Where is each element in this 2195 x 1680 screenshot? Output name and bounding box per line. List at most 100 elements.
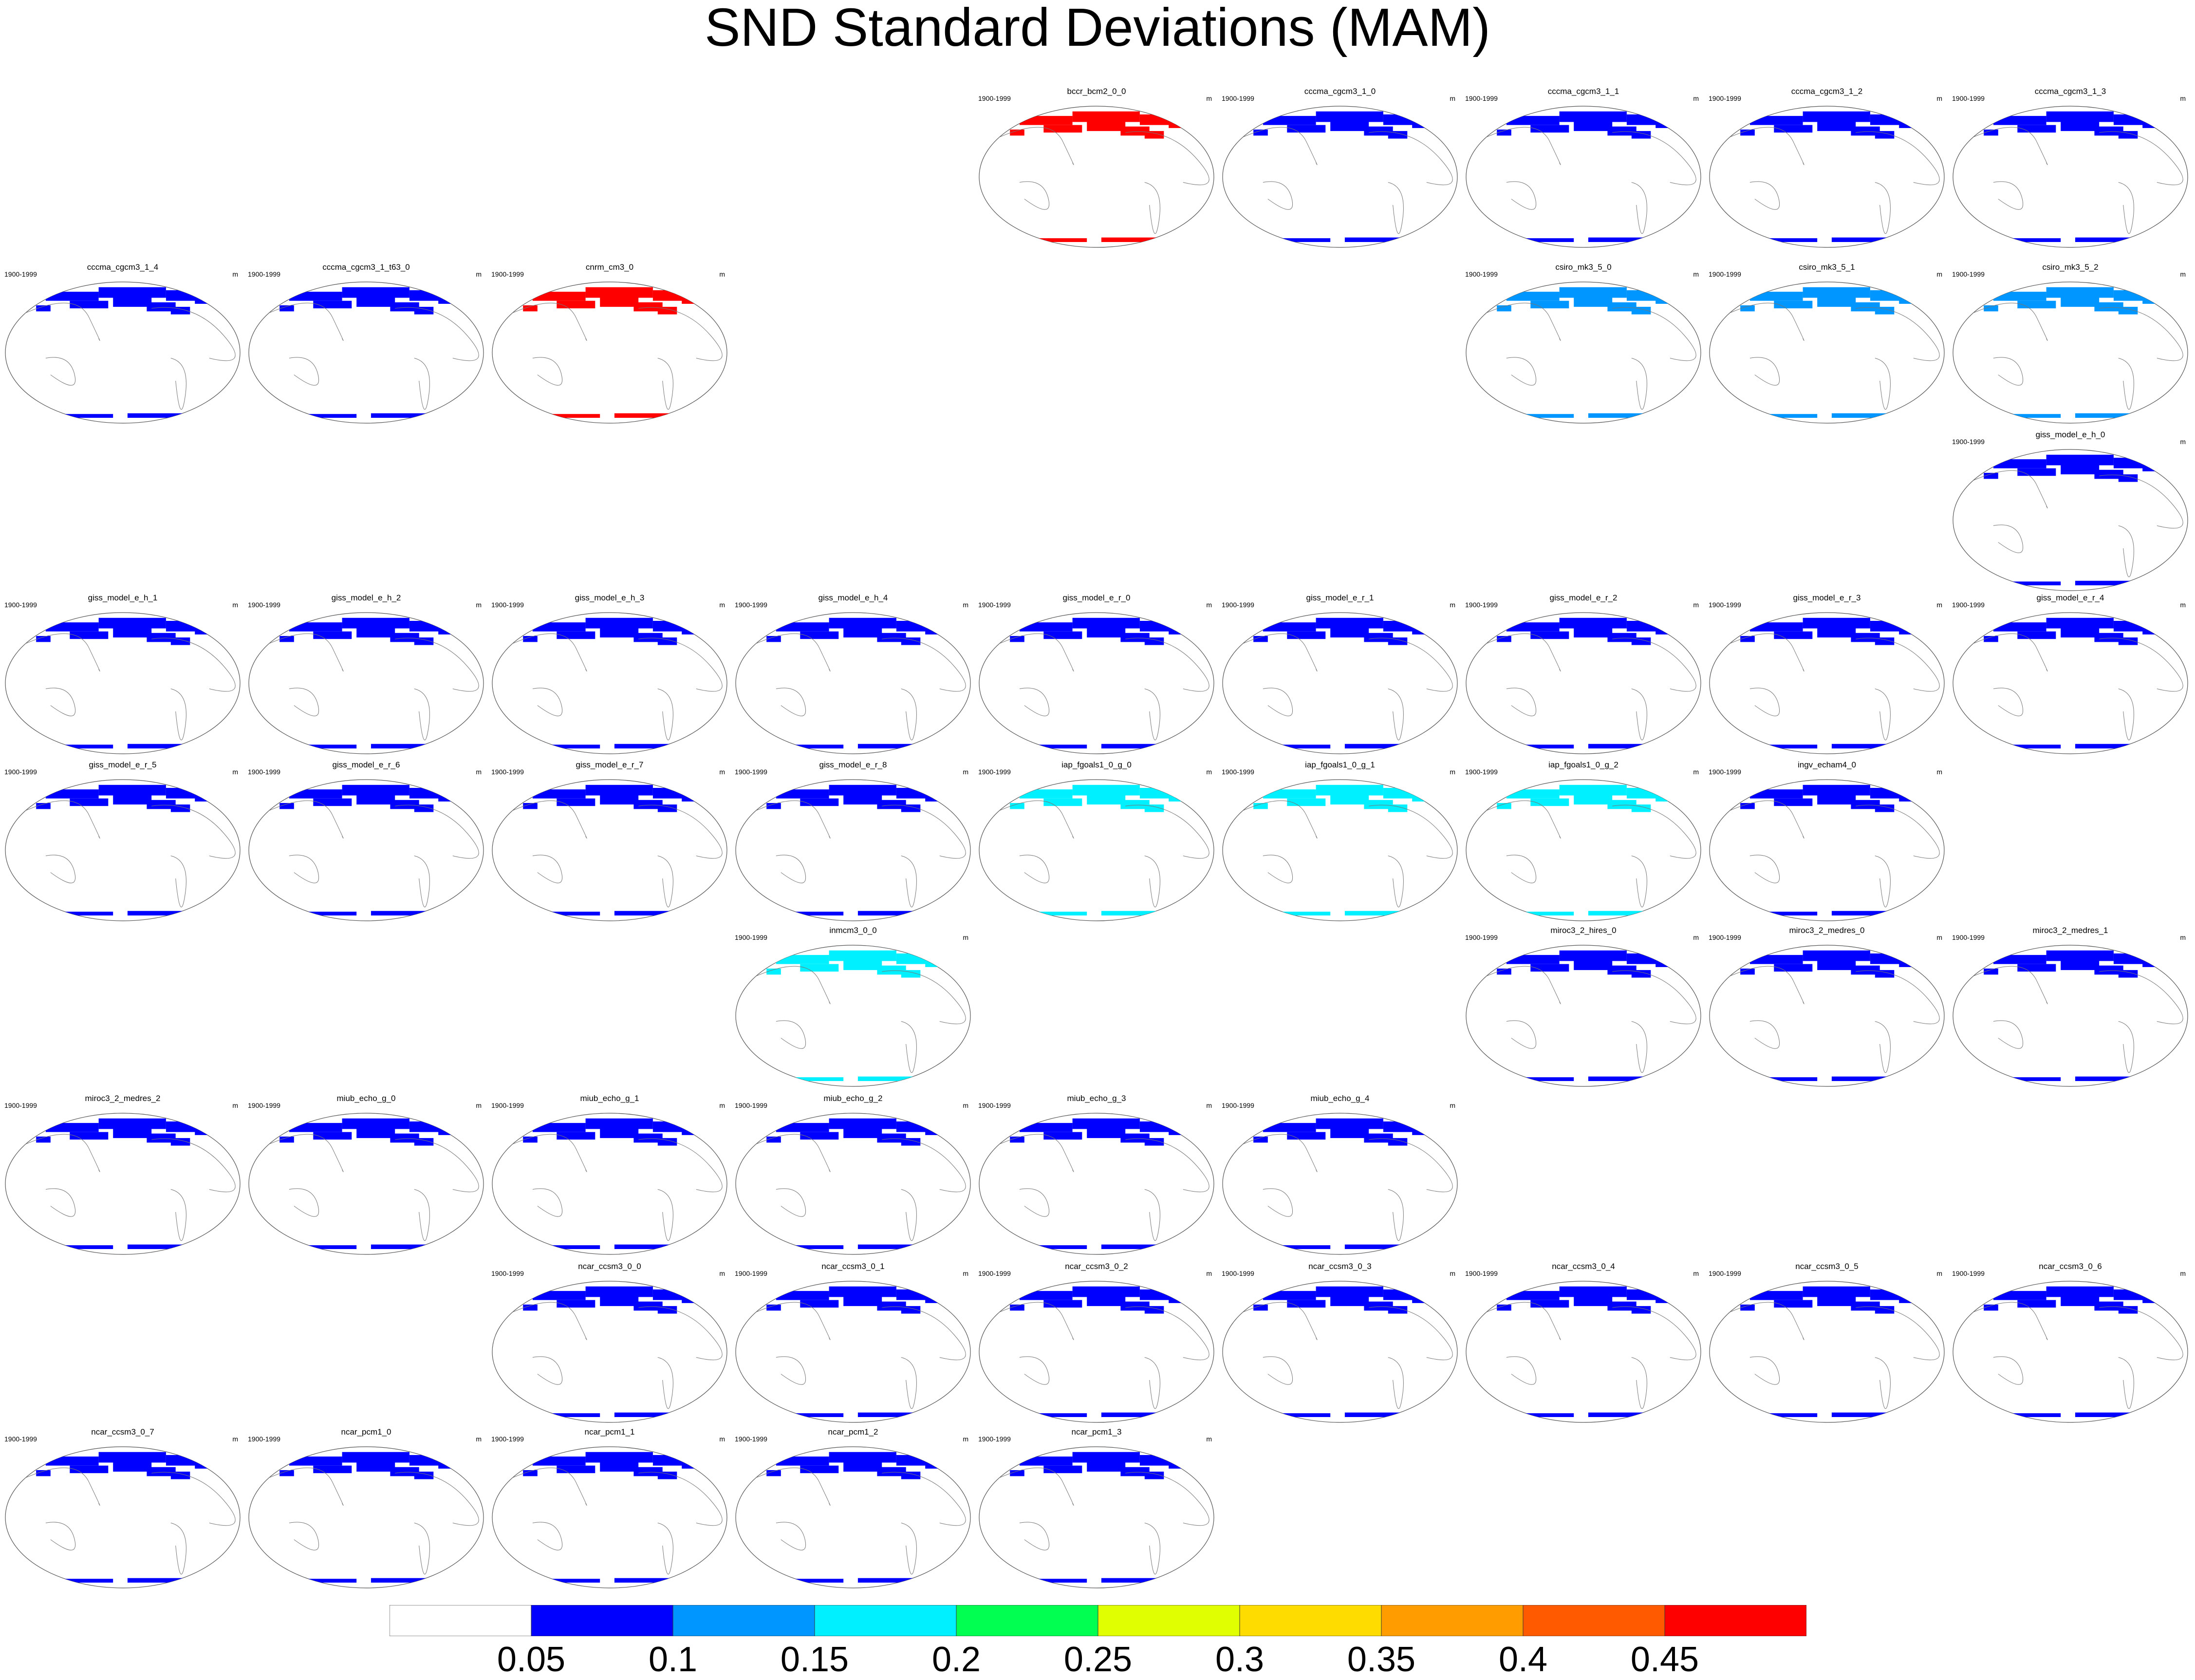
coastline: [9, 1467, 100, 1506]
panel-title: miub_echo_g_0: [336, 1094, 396, 1103]
snow-cell: [45, 292, 99, 301]
snow-cell: [1875, 307, 1895, 315]
coastline: [1993, 524, 2023, 553]
panel-period: 1900-1999: [1222, 601, 1254, 609]
map-panel: ncar_ccsm3_0_3 1900-1999 m: [1220, 1259, 1460, 1427]
panel-unit: m: [1693, 1269, 1699, 1277]
panel-title: cccma_cgcm3_1_4: [87, 262, 159, 272]
panel-title: ncar_ccsm3_0_1: [821, 1262, 885, 1271]
snow-cell: [113, 795, 152, 805]
snow-cell: [1316, 111, 1383, 122]
snow-cell: [1024, 238, 1087, 242]
coastline: [151, 1472, 236, 1526]
snow-cell: [600, 795, 639, 805]
panel-map: [1953, 449, 2188, 591]
snow-cell: [682, 296, 701, 304]
map-frame: [735, 612, 971, 754]
coastline: [1369, 1306, 1453, 1361]
map-panel: miroc3_2_hires_0 1900-1999 m: [1463, 923, 1704, 1091]
coastline: [2099, 1306, 2183, 1361]
snow-cell: [1754, 912, 1818, 915]
snow-cell: [170, 804, 190, 812]
coastline: [2118, 182, 2134, 234]
coastline: [1263, 1356, 1293, 1385]
panel-title: ncar_ccsm3_0_2: [1065, 1262, 1128, 1271]
snow-cell: [600, 1297, 639, 1307]
snow-cell: [1870, 621, 1914, 632]
snow-cell: [1101, 1244, 1159, 1249]
snow-cell: [781, 912, 844, 915]
snow-cell: [1169, 794, 1188, 802]
snow-cell: [438, 1127, 458, 1135]
snow-cell: [1364, 1133, 1393, 1143]
snow-cell: [170, 1138, 190, 1146]
map-panel: ncar_pcm1_1 1900-1999 m: [489, 1424, 730, 1592]
snow-cell: [1626, 621, 1670, 632]
snow-cell: [1870, 290, 1914, 301]
snow-cell: [1749, 116, 1803, 125]
panel-map: [1953, 106, 2188, 248]
panel-map: [5, 1446, 241, 1588]
coastline: [638, 637, 723, 692]
panel-unit: m: [1693, 270, 1699, 278]
map-panel: ncar_ccsm3_0_2 1900-1999 m: [976, 1259, 1217, 1427]
snow-cell: [537, 1413, 600, 1417]
snow-cell: [1364, 126, 1393, 136]
panel-unit: m: [1206, 1101, 1212, 1109]
snow-cell: [2113, 458, 2157, 468]
coastline: [1263, 181, 1293, 210]
coastline: [1470, 966, 1561, 1004]
coastline: [983, 633, 1074, 672]
snow-cell: [532, 1291, 586, 1300]
snow-cell: [166, 290, 209, 301]
snow-cell: [98, 1452, 166, 1463]
coastline: [1631, 856, 1647, 908]
coastline: [1957, 302, 2048, 341]
snow-cell: [113, 298, 152, 307]
coastline: [395, 1138, 479, 1193]
coastline: [1612, 307, 1696, 361]
coastline: [776, 688, 806, 716]
snow-cell: [781, 1245, 844, 1249]
snow-cell: [532, 1123, 586, 1132]
coastline: [289, 1188, 319, 1217]
map-panel: ingv_echam4_0 1900-1999 m: [1707, 757, 1947, 925]
snow-cell: [901, 637, 921, 645]
snow-cell: [2061, 961, 2100, 971]
snow-cell: [1139, 1121, 1183, 1132]
snow-cell: [1139, 1455, 1183, 1466]
coastline: [1749, 181, 1780, 210]
panel-map: [492, 281, 727, 424]
snow-cell: [414, 1472, 434, 1479]
coastline: [657, 1523, 673, 1575]
snow-cell: [1267, 1245, 1331, 1249]
panel-title: miub_echo_g_2: [823, 1094, 883, 1103]
snow-cell: [1993, 622, 2046, 632]
panel-period: 1900-1999: [978, 94, 1011, 102]
snow-cell: [371, 1578, 429, 1583]
snow-cell: [657, 307, 677, 315]
snow-cell: [1631, 1306, 1651, 1314]
snow-cell: [1817, 628, 1856, 638]
snow-cell: [2046, 950, 2114, 961]
snow-cell: [1144, 131, 1164, 139]
snow-cell: [523, 1137, 538, 1143]
panel-map: [1709, 612, 1945, 754]
snow-cell: [1656, 296, 1675, 304]
snow-cell: [1506, 292, 1560, 301]
coastline: [170, 358, 186, 410]
snow-cell: [170, 637, 190, 645]
coastline: [1993, 1356, 2023, 1385]
colorbar-tick-label: 0.15: [780, 1640, 849, 1679]
snow-cell: [294, 745, 357, 748]
map-frame: [1222, 1113, 1458, 1255]
snow-cell: [829, 617, 896, 629]
panel-map: [1222, 106, 1458, 248]
snow-cell: [829, 1286, 896, 1297]
snow-cell: [2118, 474, 2138, 482]
snow-cell: [1263, 1291, 1316, 1300]
snow-cell: [2017, 1300, 2056, 1308]
coastline: [9, 800, 100, 839]
coastline: [638, 1306, 723, 1361]
coastline: [1612, 637, 1696, 692]
